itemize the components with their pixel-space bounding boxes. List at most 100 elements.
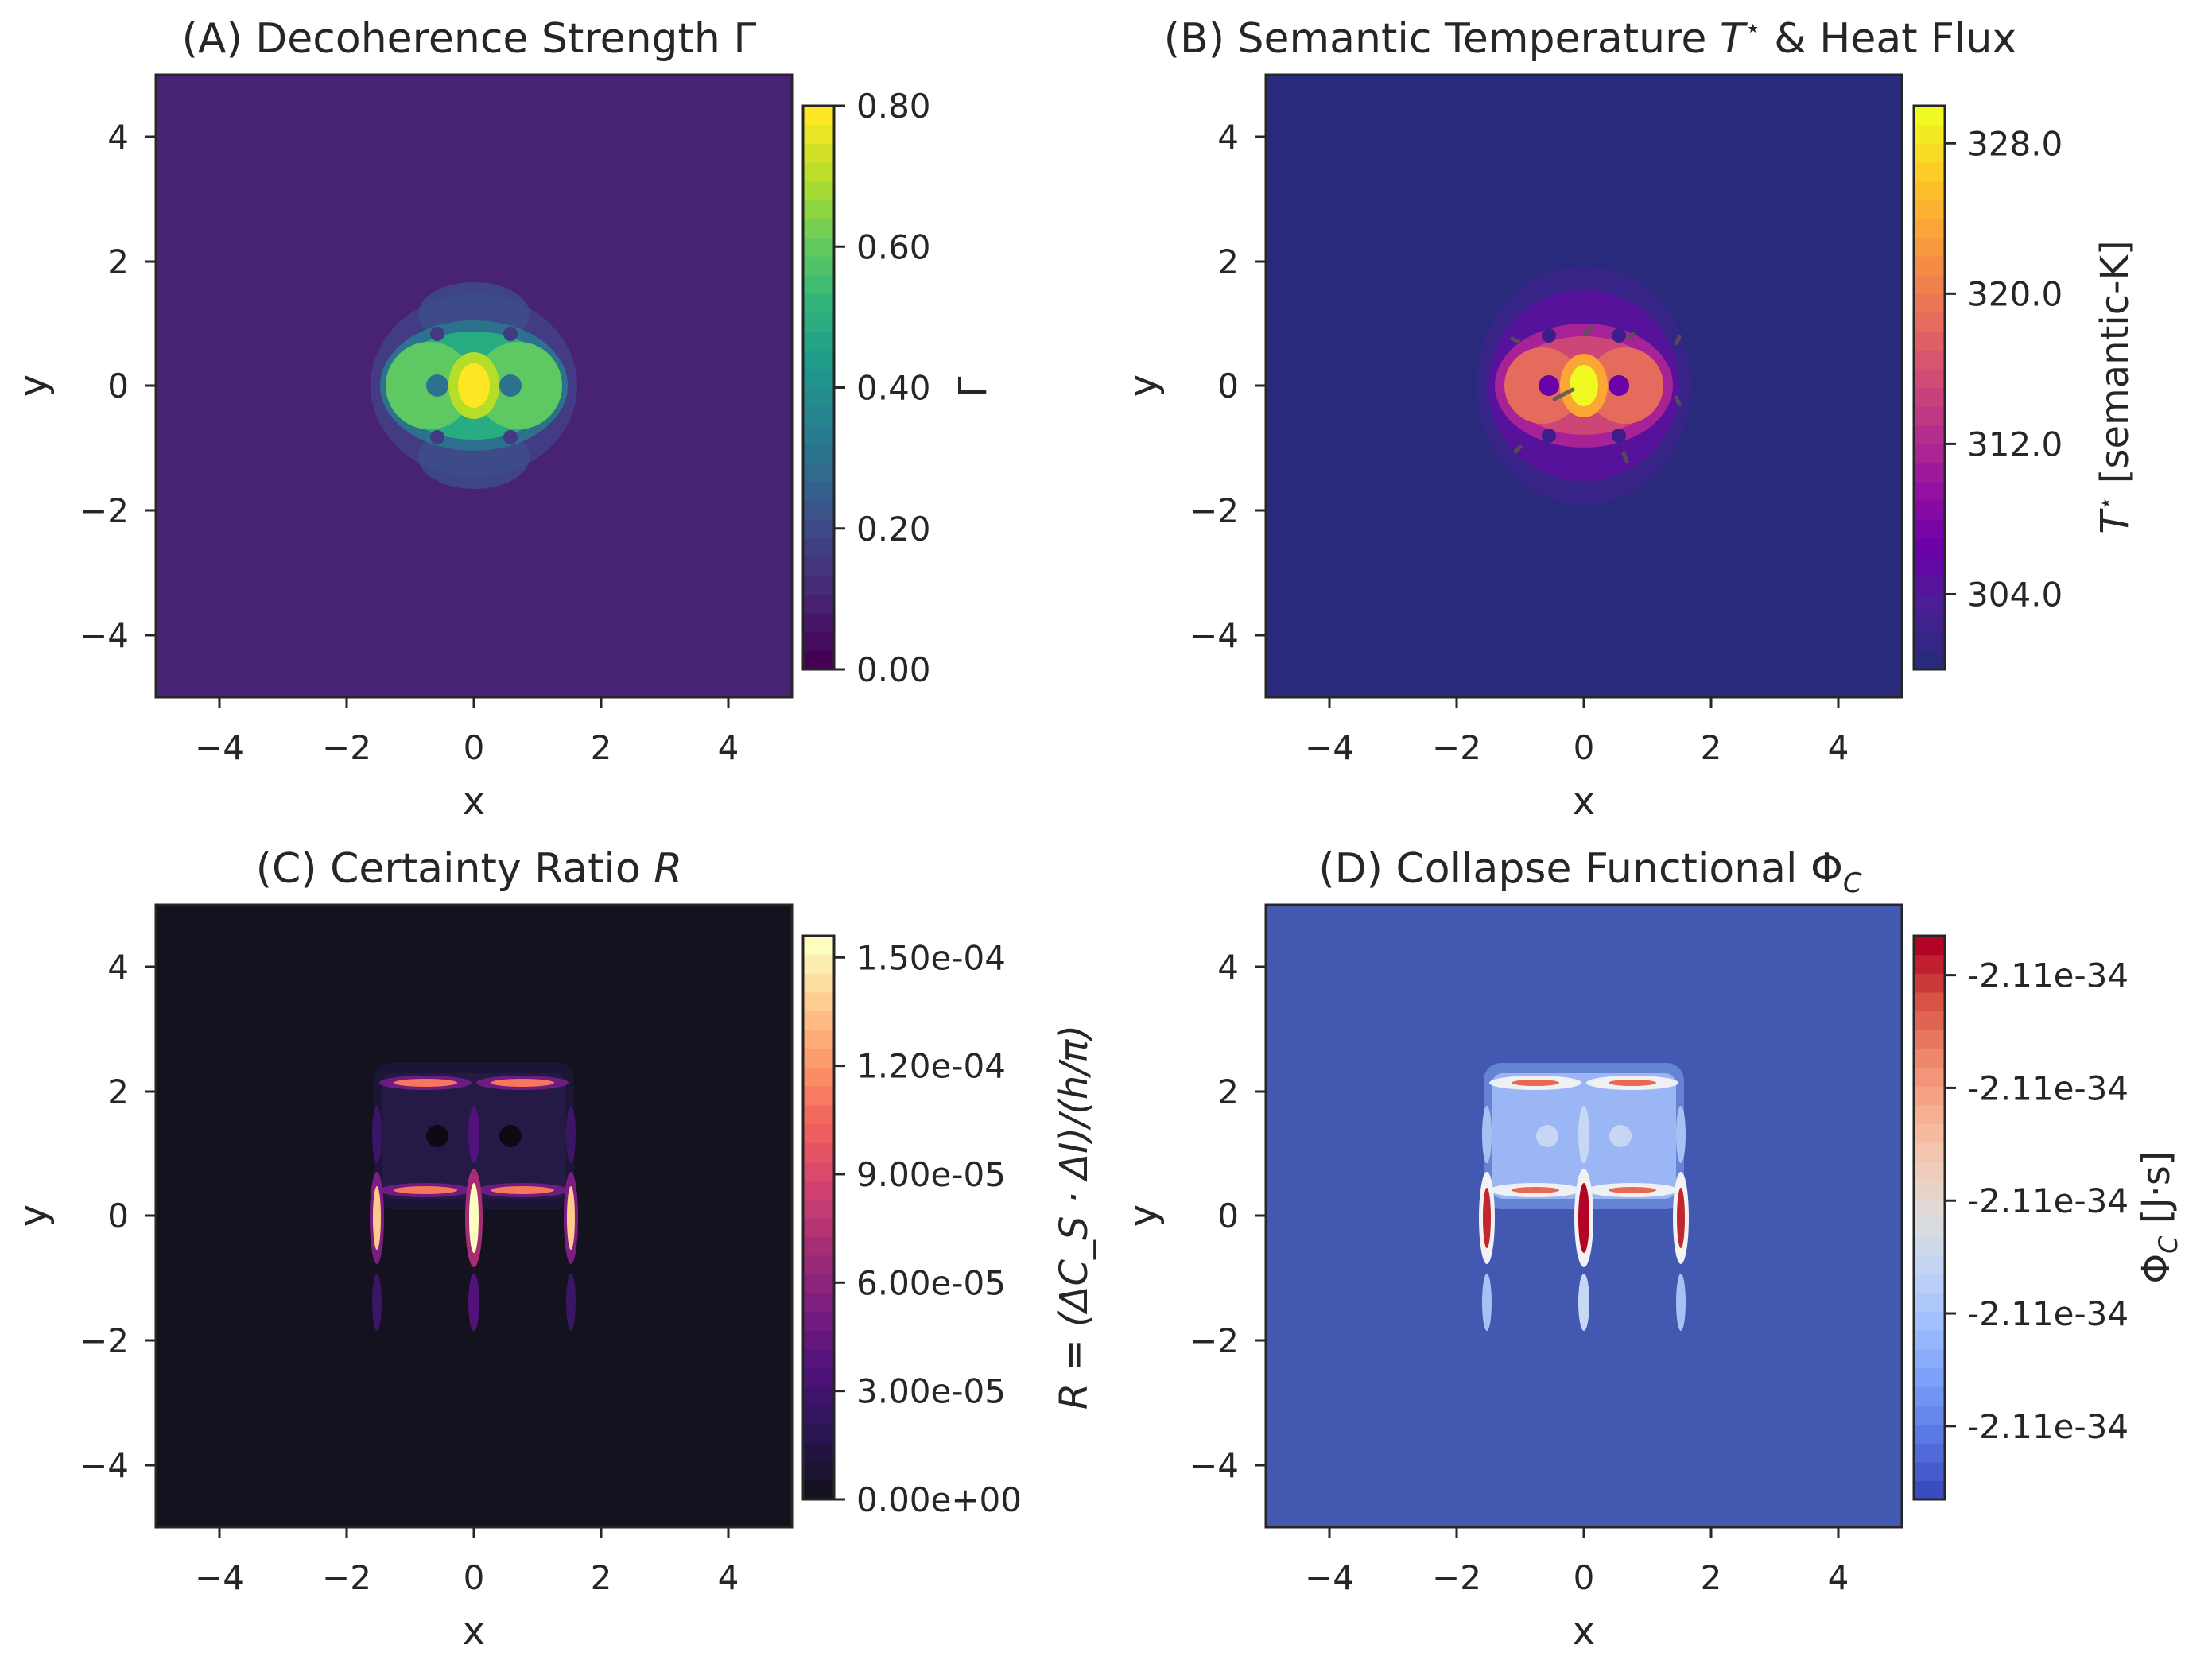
panel-d-ytick-label: 4 [1217,948,1239,987]
panel-d-xtick-label: −4 [1305,1558,1354,1597]
panel-a-dot-br [503,430,518,444]
colorbar-step [1914,1048,1945,1068]
panel-b-xtick-label: 4 [1828,728,1849,767]
colorbar-step [1914,481,1945,501]
panel-a-ytick-label: 4 [107,118,129,157]
panel-c-colorbar-label: R = (ΔC_S · ΔI)/(h/π) [1052,1025,1096,1410]
panel-a-ylabel: y [11,374,56,397]
colorbar-step [1914,406,1945,426]
colorbar-step [803,1142,834,1162]
panel-d-xtick-label: 2 [1701,1558,1722,1597]
flux-arrow [1583,325,1594,336]
panel-d-colorbar-label-suffix: [J·s] [2134,1150,2179,1235]
colorbar-step [1914,444,1945,463]
panel-d-xtick-label: −2 [1432,1558,1481,1597]
colorbar-step [1914,1217,1945,1237]
colorbar-step [803,518,834,539]
panel-c-colorbar: 0.00e+00 3.00e-05 6.00e-05 9.00e-05 1.20e-04… [801,934,1096,1519]
colorbar-step [1914,1293,1945,1313]
panel-d-colorbar: -2.11e-34 -2.11e-34 -2.11e-34 -2.11e-34 -2.1… [1912,934,2183,1501]
panel-d-hole-left [1536,1125,1558,1147]
panel-a-ytick-label: 0 [107,366,129,405]
colorbar-step [803,991,834,1012]
colorbar-tick-label: 0.20 [856,510,931,549]
panel-d-streak [1609,1187,1656,1193]
panel-d-title-sub: C [1843,867,1862,899]
panel-d-title-prefix: (D) Collapse Functional [1318,845,1810,893]
colorbar-step [1914,1142,1945,1162]
panel-d-title-math: Φ [1810,845,1843,893]
colorbar-step [803,387,834,407]
colorbar-step [803,936,834,956]
colorbar-step [1914,557,1945,576]
panel-d-title: (D) Collapse Functional ΦC [1318,845,1862,899]
colorbar-step [1914,463,1945,483]
panel-b-hole-left [1539,375,1559,396]
colorbar-tick-label: -2.11e-34 [1967,1181,2129,1220]
panel-d-colorbar-label-sub: C [2153,1235,2183,1254]
colorbar-step [1914,1461,1945,1481]
colorbar-tick-label: 0.00e+00 [856,1480,1022,1519]
panel-b-ytick-label: 4 [1217,118,1239,157]
colorbar-step [803,650,834,670]
panel-a-xtick-label: 2 [591,728,612,767]
colorbar-step [1914,1443,1945,1463]
colorbar-step [1914,500,1945,520]
panel-a-xlabel: x [463,779,485,824]
panel-a-heatmap [156,75,792,697]
panel-b-colorbar-frame [1912,104,1946,671]
colorbar-tick-label: 0.00 [856,650,931,689]
panel-c-xtick-label: 0 [464,1558,485,1597]
panel-b-colorbar: 304.0 312.0 320.0 328.0 T⋆ [semantic-K] [1912,104,2137,671]
panel-d-lobe [1578,1106,1589,1163]
colorbar-step [1914,1311,1945,1331]
panel-d-ytick-label: −4 [1189,1446,1239,1485]
colorbar-step [1914,650,1945,670]
panel-c-ytick-label: 0 [107,1196,129,1235]
panel-d-band-left-core [1483,1188,1491,1248]
colorbar-step [803,274,834,294]
panel-a-hole-left [426,374,448,397]
colorbar-tick-label: 1.50e-04 [856,938,1006,977]
colorbar-step [803,106,834,126]
colorbar-tick-label: 0.60 [856,227,931,266]
colorbar-step [803,1198,834,1219]
panel-a-colorbar-ramp [803,106,834,670]
colorbar-step [803,1067,834,1087]
panel-c-yaxis: 4 2 0 −2 −4 y [11,948,156,1485]
panel-d-hole-right [1609,1125,1632,1147]
colorbar-step [803,613,834,633]
flux-arrow [1510,336,1521,344]
colorbar-step [803,124,834,144]
colorbar-step [1914,1030,1945,1049]
panel-a-xtick-label: 0 [464,728,485,767]
panel-b-dot-bl [1542,429,1556,443]
colorbar-step [1914,1367,1945,1387]
panel-b-title-sup: ⋆ [1745,13,1761,43]
flux-arrow [1674,395,1682,406]
colorbar-step [1914,1386,1945,1406]
panel-b-dot-tl [1542,328,1556,343]
panel-c-streak [394,1186,457,1194]
panel-c-colorbar-ramp [803,936,834,1500]
colorbar-tick-label: -2.11e-34 [1967,1407,2129,1446]
panel-c-lobe [566,1106,576,1163]
colorbar-step [803,200,834,219]
panel-d-colorbar-label: ΦC [J·s] [2134,1150,2183,1283]
colorbar-step [803,312,834,332]
panel-a-ytick-label: 2 [107,242,129,281]
colorbar-step [803,218,834,239]
panel-b-colorbar-ramp [1914,106,1945,670]
colorbar-step [1914,936,1945,956]
panel-d-streak [1609,1080,1656,1086]
panel-c: (C) Certainty Ratio R [11,845,1096,1654]
panel-b-ytick-label: −2 [1189,491,1239,530]
colorbar-step [803,1330,834,1350]
colorbar-step [803,1255,834,1274]
colorbar-step [803,973,834,993]
panel-d-xtick-label: 4 [1828,1558,1849,1597]
colorbar-tick-label: 6.00e-05 [856,1263,1006,1302]
panel-c-xtick-label: 4 [718,1558,739,1597]
colorbar-step [803,368,834,389]
colorbar-step [803,1367,834,1387]
